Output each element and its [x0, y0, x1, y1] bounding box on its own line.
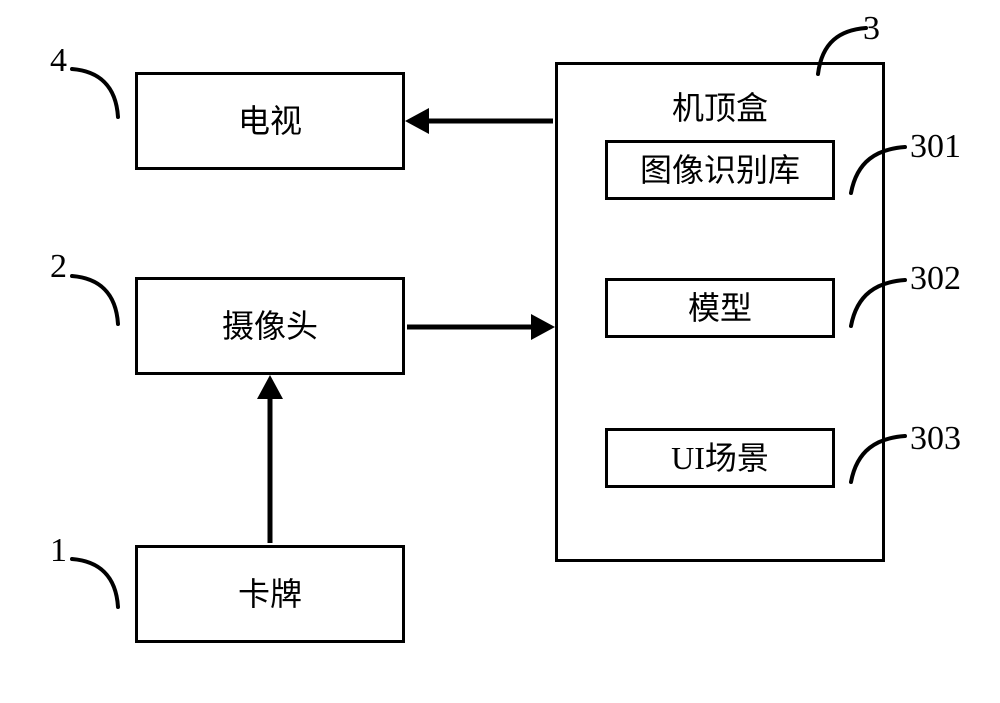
ext-label-3: 3	[863, 10, 880, 48]
ext-label-302: 302	[910, 260, 961, 298]
ext-label-301: 301	[910, 128, 961, 166]
ext-label-4: 4	[50, 42, 67, 80]
node-card-label: 卡牌	[238, 578, 302, 610]
node-model-label: 模型	[688, 292, 752, 324]
node-imglib: 图像识别库	[605, 140, 835, 200]
node-card: 卡牌	[135, 545, 405, 643]
callout-2	[68, 272, 138, 332]
edge-stb-tv	[405, 96, 555, 146]
callout-1	[68, 555, 138, 615]
ext-label-2: 2	[50, 248, 67, 286]
node-model: 模型	[605, 278, 835, 338]
ext-label-303: 303	[910, 420, 961, 458]
diagram-canvas: 电视 摄像头 卡牌 机顶盒 图像识别库 模型 UI场景 4 2 1 3 301 …	[0, 0, 1000, 703]
node-ui: UI场景	[605, 428, 835, 488]
node-imglib-label: 图像识别库	[640, 154, 800, 186]
edge-camera-stb	[405, 302, 555, 352]
node-tv-label: 电视	[238, 105, 302, 137]
node-camera: 摄像头	[135, 277, 405, 375]
ext-label-1: 1	[50, 532, 67, 570]
callout-4	[68, 65, 138, 125]
node-camera-label: 摄像头	[222, 310, 318, 342]
node-tv: 电视	[135, 72, 405, 170]
node-stb-title: 机顶盒	[558, 83, 882, 129]
edge-card-camera	[245, 375, 295, 545]
node-ui-label: UI场景	[671, 442, 769, 474]
